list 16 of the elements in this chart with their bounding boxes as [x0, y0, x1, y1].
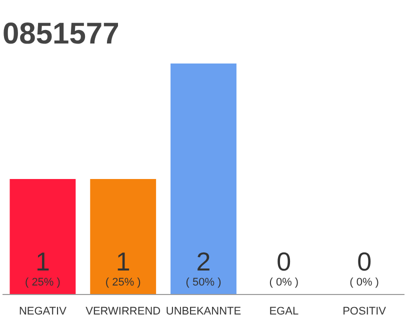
data-label: ( 50% )	[186, 276, 222, 288]
data-label: ( 0% )	[269, 276, 299, 288]
annotation: 2	[196, 246, 211, 276]
annotation: 0	[276, 246, 292, 276]
chart-title: 0851577	[2, 18, 120, 50]
x-tick-label: UNBEKANNTE	[166, 306, 242, 318]
annotation: 0	[357, 246, 372, 276]
x-tick-label: NEGATIV	[18, 306, 68, 318]
annotation: 1	[116, 246, 130, 276]
x-tick-label: VERWIRREND	[86, 306, 161, 318]
data-label: ( 25% )	[105, 276, 141, 288]
annotation: 1	[35, 246, 50, 276]
data-label: ( 25% )	[24, 276, 60, 288]
x-tick-label: POSITIV	[342, 306, 387, 318]
data-label: ( 0% )	[350, 276, 379, 288]
x-tick-label: EGAL	[269, 306, 299, 318]
